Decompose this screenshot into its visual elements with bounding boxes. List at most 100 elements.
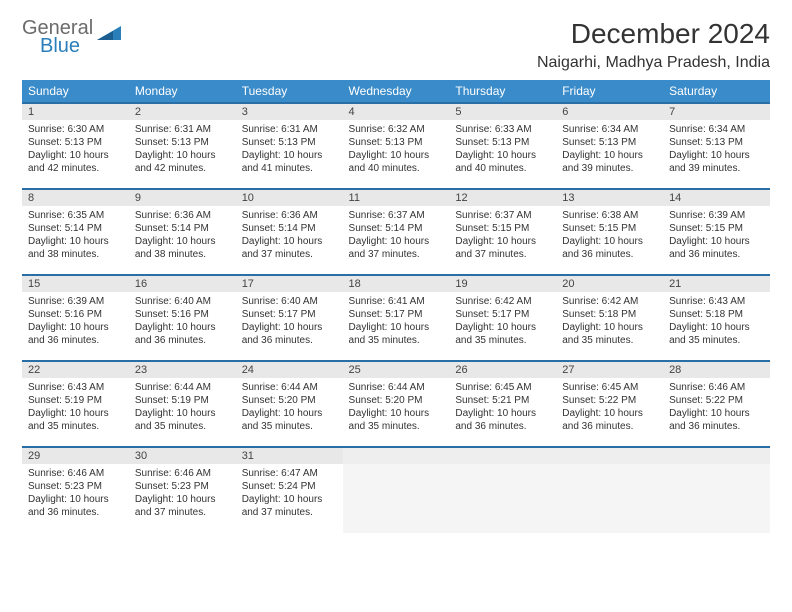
day-body: Sunrise: 6:36 AMSunset: 5:14 PMDaylight:… [236,206,343,265]
day-number: 29 [22,448,129,464]
day-cell: 9Sunrise: 6:36 AMSunset: 5:14 PMDaylight… [129,189,236,275]
day-number: 15 [22,276,129,292]
day-cell: 30Sunrise: 6:46 AMSunset: 5:23 PMDayligh… [129,447,236,533]
day-body: Sunrise: 6:31 AMSunset: 5:13 PMDaylight:… [236,120,343,179]
day-number: 6 [556,104,663,120]
day-body: Sunrise: 6:44 AMSunset: 5:20 PMDaylight:… [236,378,343,437]
day-body: Sunrise: 6:47 AMSunset: 5:24 PMDaylight:… [236,464,343,523]
logo: General Blue [22,18,123,56]
day-body: Sunrise: 6:44 AMSunset: 5:19 PMDaylight:… [129,378,236,437]
day-body: Sunrise: 6:34 AMSunset: 5:13 PMDaylight:… [663,120,770,179]
day-number: 1 [22,104,129,120]
day-number: 4 [343,104,450,120]
day-cell: 24Sunrise: 6:44 AMSunset: 5:20 PMDayligh… [236,361,343,447]
dow-tuesday: Tuesday [236,80,343,103]
day-number: 23 [129,362,236,378]
day-body: Sunrise: 6:42 AMSunset: 5:17 PMDaylight:… [449,292,556,351]
day-body: Sunrise: 6:46 AMSunset: 5:23 PMDaylight:… [22,464,129,523]
day-number: 24 [236,362,343,378]
day-body: Sunrise: 6:45 AMSunset: 5:21 PMDaylight:… [449,378,556,437]
day-number: 2 [129,104,236,120]
day-cell: 19Sunrise: 6:42 AMSunset: 5:17 PMDayligh… [449,275,556,361]
day-number: 12 [449,190,556,206]
day-number: 25 [343,362,450,378]
calendar-page: General Blue December 2024 Naigarhi, Mad… [0,0,792,553]
day-body: Sunrise: 6:45 AMSunset: 5:22 PMDaylight:… [556,378,663,437]
dow-wednesday: Wednesday [343,80,450,103]
week-row: 29Sunrise: 6:46 AMSunset: 5:23 PMDayligh… [22,447,770,533]
dow-saturday: Saturday [663,80,770,103]
day-body: Sunrise: 6:43 AMSunset: 5:19 PMDaylight:… [22,378,129,437]
day-body: Sunrise: 6:31 AMSunset: 5:13 PMDaylight:… [129,120,236,179]
day-cell: 29Sunrise: 6:46 AMSunset: 5:23 PMDayligh… [22,447,129,533]
day-body: Sunrise: 6:36 AMSunset: 5:14 PMDaylight:… [129,206,236,265]
day-body: Sunrise: 6:46 AMSunset: 5:23 PMDaylight:… [129,464,236,523]
day-number: 17 [236,276,343,292]
day-cell: 6Sunrise: 6:34 AMSunset: 5:13 PMDaylight… [556,103,663,189]
day-body: Sunrise: 6:41 AMSunset: 5:17 PMDaylight:… [343,292,450,351]
day-number: 30 [129,448,236,464]
day-cell: 22Sunrise: 6:43 AMSunset: 5:19 PMDayligh… [22,361,129,447]
day-of-week-row: Sunday Monday Tuesday Wednesday Thursday… [22,80,770,103]
day-number: 27 [556,362,663,378]
day-cell: 31Sunrise: 6:47 AMSunset: 5:24 PMDayligh… [236,447,343,533]
day-body: Sunrise: 6:32 AMSunset: 5:13 PMDaylight:… [343,120,450,179]
day-number: 22 [22,362,129,378]
day-number: 28 [663,362,770,378]
day-cell: 17Sunrise: 6:40 AMSunset: 5:17 PMDayligh… [236,275,343,361]
day-cell: 4Sunrise: 6:32 AMSunset: 5:13 PMDaylight… [343,103,450,189]
day-cell: 18Sunrise: 6:41 AMSunset: 5:17 PMDayligh… [343,275,450,361]
day-cell: 1Sunrise: 6:30 AMSunset: 5:13 PMDaylight… [22,103,129,189]
day-cell: 11Sunrise: 6:37 AMSunset: 5:14 PMDayligh… [343,189,450,275]
day-body: Sunrise: 6:46 AMSunset: 5:22 PMDaylight:… [663,378,770,437]
day-cell: 8Sunrise: 6:35 AMSunset: 5:14 PMDaylight… [22,189,129,275]
day-body: Sunrise: 6:40 AMSunset: 5:16 PMDaylight:… [129,292,236,351]
day-cell: 25Sunrise: 6:44 AMSunset: 5:20 PMDayligh… [343,361,450,447]
day-number: 18 [343,276,450,292]
day-body: Sunrise: 6:37 AMSunset: 5:14 PMDaylight:… [343,206,450,265]
day-cell: 7Sunrise: 6:34 AMSunset: 5:13 PMDaylight… [663,103,770,189]
day-cell: 3Sunrise: 6:31 AMSunset: 5:13 PMDaylight… [236,103,343,189]
location: Naigarhi, Madhya Pradesh, India [537,54,770,72]
day-number: 16 [129,276,236,292]
day-body: Sunrise: 6:40 AMSunset: 5:17 PMDaylight:… [236,292,343,351]
week-row: 8Sunrise: 6:35 AMSunset: 5:14 PMDaylight… [22,189,770,275]
day-cell: 10Sunrise: 6:36 AMSunset: 5:14 PMDayligh… [236,189,343,275]
week-row: 22Sunrise: 6:43 AMSunset: 5:19 PMDayligh… [22,361,770,447]
day-body: Sunrise: 6:39 AMSunset: 5:15 PMDaylight:… [663,206,770,265]
dow-friday: Friday [556,80,663,103]
day-number: 31 [236,448,343,464]
day-cell: 12Sunrise: 6:37 AMSunset: 5:15 PMDayligh… [449,189,556,275]
day-number: 19 [449,276,556,292]
day-number: 21 [663,276,770,292]
flag-icon [97,26,123,49]
calendar-table: Sunday Monday Tuesday Wednesday Thursday… [22,80,770,533]
empty-cell [343,447,450,533]
day-number: 9 [129,190,236,206]
day-cell: 15Sunrise: 6:39 AMSunset: 5:16 PMDayligh… [22,275,129,361]
dow-sunday: Sunday [22,80,129,103]
day-body: Sunrise: 6:44 AMSunset: 5:20 PMDaylight:… [343,378,450,437]
day-number: 26 [449,362,556,378]
empty-cell [556,447,663,533]
day-cell: 2Sunrise: 6:31 AMSunset: 5:13 PMDaylight… [129,103,236,189]
day-cell: 28Sunrise: 6:46 AMSunset: 5:22 PMDayligh… [663,361,770,447]
day-cell: 5Sunrise: 6:33 AMSunset: 5:13 PMDaylight… [449,103,556,189]
day-number: 13 [556,190,663,206]
day-number: 14 [663,190,770,206]
day-cell: 27Sunrise: 6:45 AMSunset: 5:22 PMDayligh… [556,361,663,447]
logo-text-blue: Blue [40,36,93,56]
day-body: Sunrise: 6:43 AMSunset: 5:18 PMDaylight:… [663,292,770,351]
day-body: Sunrise: 6:35 AMSunset: 5:14 PMDaylight:… [22,206,129,265]
day-cell: 20Sunrise: 6:42 AMSunset: 5:18 PMDayligh… [556,275,663,361]
day-cell: 14Sunrise: 6:39 AMSunset: 5:15 PMDayligh… [663,189,770,275]
day-body: Sunrise: 6:34 AMSunset: 5:13 PMDaylight:… [556,120,663,179]
day-number: 10 [236,190,343,206]
header: General Blue December 2024 Naigarhi, Mad… [22,18,770,72]
day-cell: 21Sunrise: 6:43 AMSunset: 5:18 PMDayligh… [663,275,770,361]
dow-monday: Monday [129,80,236,103]
title-block: December 2024 Naigarhi, Madhya Pradesh, … [537,18,770,72]
dow-thursday: Thursday [449,80,556,103]
day-cell: 13Sunrise: 6:38 AMSunset: 5:15 PMDayligh… [556,189,663,275]
day-number: 20 [556,276,663,292]
